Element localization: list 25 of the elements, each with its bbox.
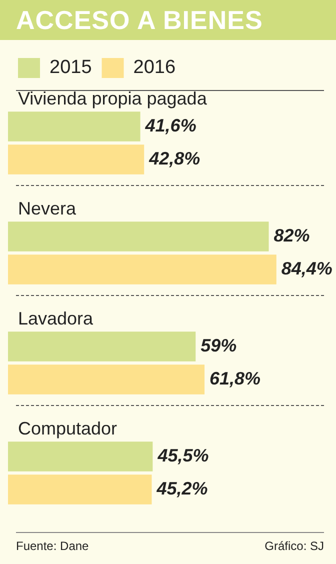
bar	[8, 222, 269, 252]
bar	[8, 254, 276, 284]
legend-label: 2015	[50, 57, 92, 78]
data-label: 45,5%	[156, 445, 209, 466]
text: Gráfico: SJ	[264, 539, 324, 553]
y-tick-label: Nevera	[18, 198, 78, 219]
y-tick-label: Vivienda propia pagada	[18, 88, 208, 109]
data-label: 59%	[200, 335, 237, 356]
bar	[8, 442, 153, 472]
bar	[8, 144, 144, 174]
data-label: 61,8%	[210, 368, 261, 388]
y-tick-label: Computador	[18, 418, 118, 439]
bar	[8, 112, 140, 142]
bar	[8, 364, 205, 394]
bar	[8, 474, 152, 504]
data-label: 42,8%	[148, 148, 200, 168]
legend-label: 2016	[133, 57, 176, 78]
source-note: Fuente: Dane	[16, 539, 89, 553]
bar	[8, 332, 196, 362]
data-label: 82%	[274, 225, 310, 246]
data-label: 41,6%	[144, 115, 196, 136]
data-label: 45,2%	[156, 478, 208, 498]
y-tick-label: Lavadora	[18, 308, 94, 329]
data-label: 84,4%	[281, 258, 332, 278]
chart-title: ACCESO A BIENES	[0, 0, 336, 40]
